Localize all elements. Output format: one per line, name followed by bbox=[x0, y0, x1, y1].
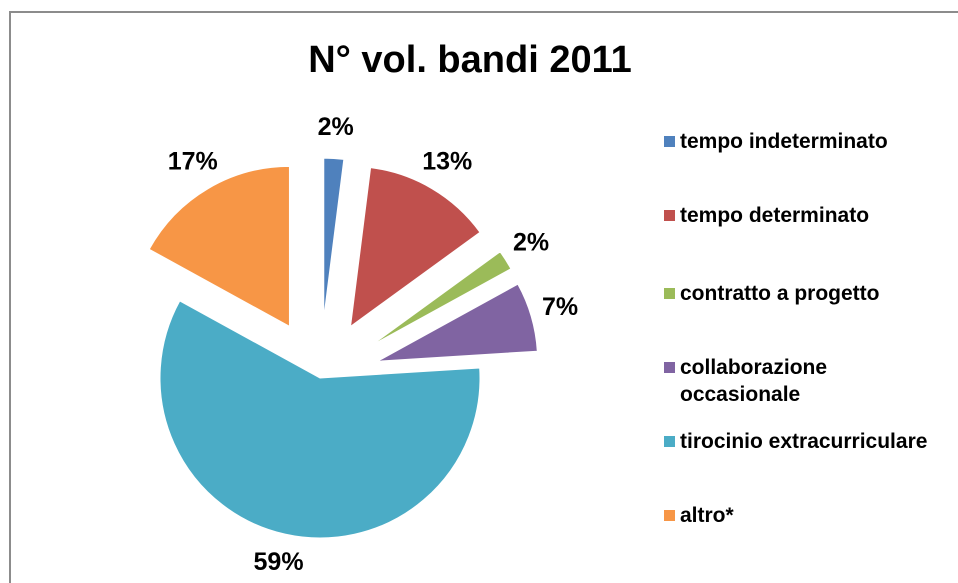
legend-item: contratto a progetto bbox=[664, 280, 944, 307]
data-label: 17% bbox=[168, 147, 218, 175]
legend-swatch bbox=[664, 288, 675, 299]
pie-slice bbox=[159, 300, 481, 539]
pie-slice bbox=[349, 167, 481, 328]
data-label: 13% bbox=[422, 147, 472, 175]
data-label: 7% bbox=[542, 293, 578, 321]
legend-swatch bbox=[664, 510, 675, 521]
chart-frame bbox=[9, 11, 958, 583]
data-label: 2% bbox=[513, 229, 549, 257]
pie-slice bbox=[377, 283, 538, 362]
legend-label: contratto a progetto bbox=[680, 282, 880, 305]
legend-item: altro* bbox=[664, 502, 944, 529]
legend-label: tempo determinato bbox=[680, 204, 870, 227]
pie-slice bbox=[370, 251, 512, 347]
data-label: 59% bbox=[254, 548, 304, 576]
legend-label: tirocinio extracurriculare bbox=[680, 430, 928, 453]
legend-swatch bbox=[664, 210, 675, 221]
legend-item: tempo determinato bbox=[664, 202, 944, 229]
legend-label: tempo indeterminato bbox=[680, 130, 888, 153]
pie-slice bbox=[148, 165, 290, 328]
legend-label: altro* bbox=[680, 504, 734, 527]
legend-item: tempo indeterminato bbox=[664, 128, 944, 155]
data-label: 2% bbox=[318, 113, 354, 141]
legend-item: tirocinio extracurriculare bbox=[664, 428, 944, 455]
legend-label: collaborazione occasionale bbox=[680, 356, 828, 406]
legend-swatch bbox=[664, 436, 675, 447]
legend-swatch bbox=[664, 362, 675, 373]
legend-swatch bbox=[664, 136, 675, 147]
legend-item: collaborazione occasionale bbox=[664, 354, 944, 408]
pie-slice bbox=[323, 157, 345, 319]
chart-title: N° vol. bandi 2011 bbox=[308, 39, 632, 81]
